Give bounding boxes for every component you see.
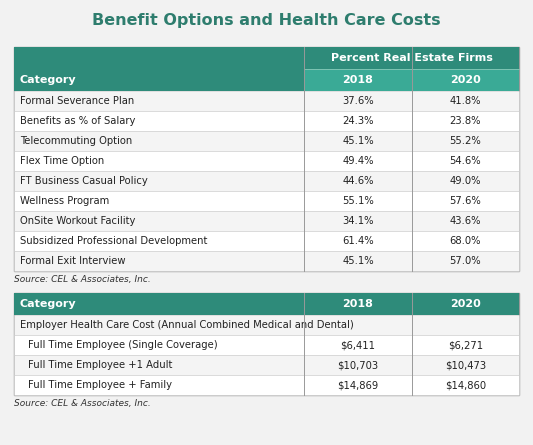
Text: 61.4%: 61.4% bbox=[342, 236, 374, 246]
Text: 23.8%: 23.8% bbox=[450, 116, 481, 126]
Text: Benefit Options and Health Care Costs: Benefit Options and Health Care Costs bbox=[92, 13, 440, 28]
Text: 37.6%: 37.6% bbox=[342, 96, 374, 106]
Text: 2020: 2020 bbox=[450, 299, 481, 309]
Text: $10,473: $10,473 bbox=[445, 360, 486, 370]
Text: Category: Category bbox=[20, 75, 77, 85]
Text: 2020: 2020 bbox=[450, 75, 481, 85]
Bar bbox=[14, 211, 519, 231]
Bar bbox=[14, 47, 304, 91]
Bar bbox=[14, 335, 519, 355]
Bar bbox=[14, 315, 519, 335]
Text: $14,869: $14,869 bbox=[337, 380, 378, 390]
Text: Flex Time Option: Flex Time Option bbox=[20, 156, 104, 166]
Text: Source: CEL & Associates, Inc.: Source: CEL & Associates, Inc. bbox=[14, 399, 151, 408]
Text: 49.0%: 49.0% bbox=[450, 176, 481, 186]
Text: 2018: 2018 bbox=[343, 75, 374, 85]
Text: 34.1%: 34.1% bbox=[342, 216, 374, 226]
Text: 24.3%: 24.3% bbox=[342, 116, 374, 126]
Bar bbox=[14, 47, 519, 271]
Text: Formal Severance Plan: Formal Severance Plan bbox=[20, 96, 134, 106]
Bar bbox=[14, 231, 519, 251]
Text: Subsidized Professional Development: Subsidized Professional Development bbox=[20, 236, 207, 246]
Text: Source: CEL & Associates, Inc.: Source: CEL & Associates, Inc. bbox=[14, 275, 151, 284]
Text: $6,271: $6,271 bbox=[448, 340, 483, 350]
Bar bbox=[14, 111, 519, 131]
Text: 57.0%: 57.0% bbox=[449, 256, 481, 266]
Text: 49.4%: 49.4% bbox=[342, 156, 374, 166]
Bar bbox=[304, 69, 519, 91]
Bar bbox=[14, 293, 519, 315]
Bar bbox=[14, 91, 519, 111]
Text: Full Time Employee +1 Adult: Full Time Employee +1 Adult bbox=[28, 360, 172, 370]
Text: Employer Health Care Cost (Annual Combined Medical and Dental): Employer Health Care Cost (Annual Combin… bbox=[20, 320, 354, 330]
Text: 57.6%: 57.6% bbox=[449, 196, 481, 206]
Bar bbox=[14, 151, 519, 171]
Text: 55.1%: 55.1% bbox=[342, 196, 374, 206]
Bar bbox=[304, 47, 519, 69]
Text: Formal Exit Interview: Formal Exit Interview bbox=[20, 256, 125, 266]
Bar bbox=[14, 171, 519, 191]
Text: 2018: 2018 bbox=[343, 299, 374, 309]
Text: Percent Real Estate Firms: Percent Real Estate Firms bbox=[331, 53, 492, 63]
Text: $10,703: $10,703 bbox=[337, 360, 378, 370]
Text: FT Business Casual Policy: FT Business Casual Policy bbox=[20, 176, 148, 186]
Text: Category: Category bbox=[20, 299, 77, 309]
Bar bbox=[14, 251, 519, 271]
Text: $14,860: $14,860 bbox=[445, 380, 486, 390]
Text: $6,411: $6,411 bbox=[341, 340, 376, 350]
Text: Wellness Program: Wellness Program bbox=[20, 196, 109, 206]
Bar bbox=[14, 375, 519, 395]
Bar bbox=[14, 355, 519, 375]
Text: 45.1%: 45.1% bbox=[342, 256, 374, 266]
Text: Full Time Employee + Family: Full Time Employee + Family bbox=[28, 380, 172, 390]
Bar bbox=[14, 293, 519, 395]
Text: 41.8%: 41.8% bbox=[450, 96, 481, 106]
Text: Benefits as % of Salary: Benefits as % of Salary bbox=[20, 116, 135, 126]
Text: Telecommuting Option: Telecommuting Option bbox=[20, 136, 132, 146]
Text: 44.6%: 44.6% bbox=[342, 176, 374, 186]
Text: 54.6%: 54.6% bbox=[449, 156, 481, 166]
Text: 55.2%: 55.2% bbox=[449, 136, 481, 146]
Text: OnSite Workout Facility: OnSite Workout Facility bbox=[20, 216, 135, 226]
Text: 68.0%: 68.0% bbox=[450, 236, 481, 246]
Bar bbox=[14, 191, 519, 211]
Text: 43.6%: 43.6% bbox=[450, 216, 481, 226]
Bar bbox=[14, 131, 519, 151]
Text: 45.1%: 45.1% bbox=[342, 136, 374, 146]
Text: Full Time Employee (Single Coverage): Full Time Employee (Single Coverage) bbox=[28, 340, 217, 350]
